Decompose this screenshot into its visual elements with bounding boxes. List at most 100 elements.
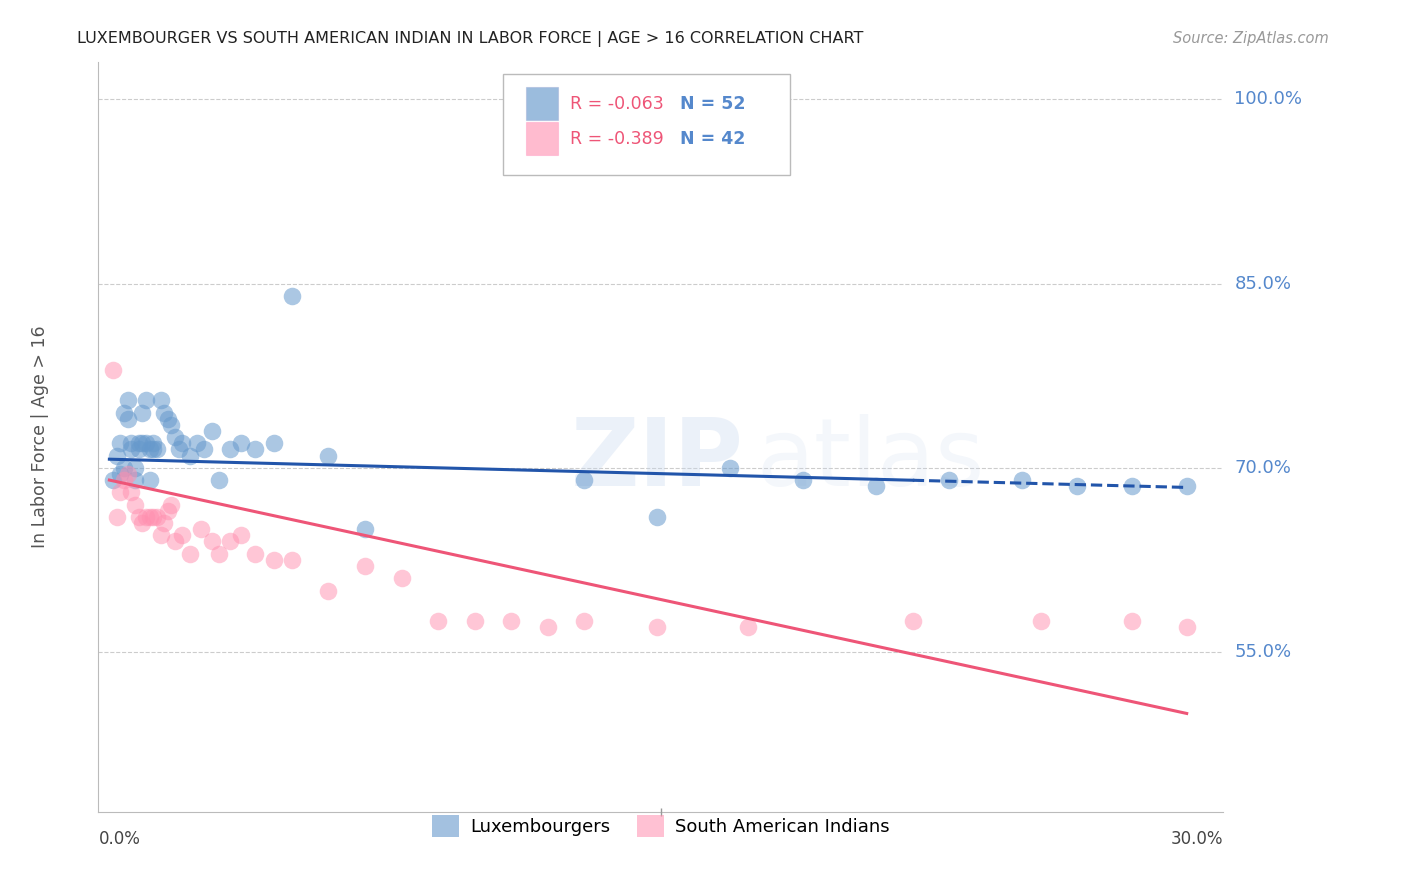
Point bbox=[1066, 479, 1088, 493]
Point bbox=[128, 436, 150, 450]
Text: 30.0%: 30.0% bbox=[1171, 830, 1223, 848]
Point bbox=[165, 534, 187, 549]
Point bbox=[131, 436, 153, 450]
Point bbox=[1175, 620, 1198, 634]
Point bbox=[318, 583, 340, 598]
Point bbox=[149, 393, 172, 408]
Point bbox=[792, 473, 814, 487]
Point bbox=[110, 467, 132, 481]
Text: ZIP: ZIP bbox=[571, 414, 744, 506]
Text: 70.0%: 70.0% bbox=[1234, 458, 1291, 477]
Point bbox=[281, 289, 304, 303]
Point bbox=[718, 460, 741, 475]
Point bbox=[219, 534, 242, 549]
Point bbox=[128, 510, 150, 524]
Point bbox=[201, 534, 224, 549]
Point bbox=[153, 405, 176, 419]
Point bbox=[101, 473, 124, 487]
Point bbox=[245, 442, 267, 457]
Point bbox=[208, 473, 231, 487]
Point bbox=[190, 522, 212, 536]
Point bbox=[112, 405, 135, 419]
FancyBboxPatch shape bbox=[526, 122, 558, 155]
Point bbox=[245, 547, 267, 561]
Point bbox=[318, 449, 340, 463]
Point bbox=[901, 615, 924, 629]
Text: R = -0.389: R = -0.389 bbox=[569, 130, 664, 148]
Point bbox=[464, 615, 486, 629]
Point bbox=[110, 485, 132, 500]
Point bbox=[138, 442, 160, 457]
Text: 55.0%: 55.0% bbox=[1234, 643, 1292, 661]
Point bbox=[135, 436, 157, 450]
Point bbox=[146, 442, 169, 457]
Point bbox=[193, 442, 215, 457]
Point bbox=[105, 510, 128, 524]
Point bbox=[427, 615, 450, 629]
Point bbox=[865, 479, 887, 493]
Point bbox=[138, 473, 160, 487]
Point bbox=[165, 430, 187, 444]
Point bbox=[229, 436, 252, 450]
Point bbox=[160, 498, 183, 512]
Point bbox=[172, 528, 194, 542]
Point bbox=[501, 615, 523, 629]
Point bbox=[120, 485, 142, 500]
Text: In Labor Force | Age > 16: In Labor Force | Age > 16 bbox=[31, 326, 49, 549]
Point bbox=[263, 553, 285, 567]
Point bbox=[128, 442, 150, 457]
Text: 85.0%: 85.0% bbox=[1234, 275, 1291, 293]
Point bbox=[1029, 615, 1052, 629]
Point bbox=[737, 620, 759, 634]
Text: 0.0%: 0.0% bbox=[98, 830, 141, 848]
Point bbox=[201, 424, 224, 438]
Point bbox=[135, 393, 157, 408]
Point bbox=[179, 547, 201, 561]
Point bbox=[167, 442, 190, 457]
Point bbox=[105, 449, 128, 463]
Point bbox=[1121, 615, 1143, 629]
Point bbox=[138, 510, 160, 524]
Point bbox=[117, 411, 139, 425]
Legend: Luxembourgers, South American Indians: Luxembourgers, South American Indians bbox=[425, 807, 897, 844]
Point bbox=[112, 473, 135, 487]
Point bbox=[117, 467, 139, 481]
Point bbox=[1175, 479, 1198, 493]
Point bbox=[179, 449, 201, 463]
Point bbox=[572, 615, 595, 629]
Point bbox=[110, 436, 132, 450]
Point bbox=[572, 473, 595, 487]
Point bbox=[131, 405, 153, 419]
Point bbox=[219, 442, 242, 457]
Point bbox=[160, 417, 183, 432]
Point bbox=[208, 547, 231, 561]
Point bbox=[101, 362, 124, 376]
Point bbox=[124, 498, 146, 512]
Point bbox=[156, 504, 179, 518]
Point bbox=[354, 522, 377, 536]
Text: R = -0.063: R = -0.063 bbox=[569, 95, 664, 112]
Point bbox=[153, 516, 176, 530]
Text: N = 42: N = 42 bbox=[681, 130, 745, 148]
Point bbox=[186, 436, 208, 450]
Point bbox=[229, 528, 252, 542]
Point bbox=[142, 442, 165, 457]
FancyBboxPatch shape bbox=[526, 87, 558, 120]
Point bbox=[112, 460, 135, 475]
Point bbox=[536, 620, 558, 634]
Point bbox=[391, 571, 413, 585]
Point bbox=[354, 559, 377, 574]
Text: LUXEMBOURGER VS SOUTH AMERICAN INDIAN IN LABOR FORCE | AGE > 16 CORRELATION CHAR: LUXEMBOURGER VS SOUTH AMERICAN INDIAN IN… bbox=[77, 31, 863, 47]
Point bbox=[1011, 473, 1033, 487]
Point bbox=[281, 553, 304, 567]
Point bbox=[124, 460, 146, 475]
Text: atlas: atlas bbox=[756, 414, 984, 506]
Text: 100.0%: 100.0% bbox=[1234, 90, 1302, 108]
Point bbox=[135, 510, 157, 524]
Point bbox=[645, 510, 668, 524]
Point bbox=[142, 510, 165, 524]
Point bbox=[156, 411, 179, 425]
Point bbox=[124, 473, 146, 487]
FancyBboxPatch shape bbox=[503, 74, 790, 175]
Point bbox=[263, 436, 285, 450]
